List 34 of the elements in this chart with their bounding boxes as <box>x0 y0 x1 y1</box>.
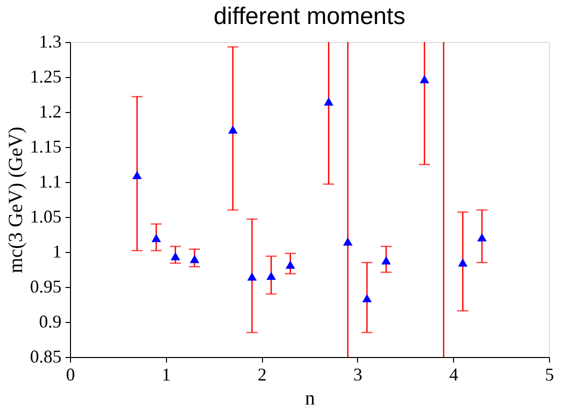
point <box>266 272 276 280</box>
y-tick-label: 0.85 <box>30 346 62 366</box>
point <box>286 260 296 269</box>
point <box>477 233 487 242</box>
y-tick-label: 1.1 <box>39 172 62 192</box>
x-axis-title: n <box>305 388 315 410</box>
point <box>324 97 334 106</box>
point <box>343 237 353 246</box>
point <box>151 234 161 242</box>
point <box>228 125 238 134</box>
y-tick-label: 0.95 <box>30 276 62 296</box>
point <box>247 272 257 281</box>
y-tick-label: 0.9 <box>39 312 62 332</box>
point <box>458 258 468 267</box>
point <box>362 294 372 302</box>
y-tick-label: 1 <box>52 242 62 262</box>
y-tick-label: 1.25 <box>30 66 62 86</box>
y-axis-title: mc(3 GeV) (GeV) <box>5 126 27 274</box>
point <box>420 74 430 84</box>
x-tick-label: 3 <box>353 364 362 384</box>
point <box>132 170 142 180</box>
x-tick-label: 1 <box>162 364 171 384</box>
x-tick-label: 2 <box>258 364 267 384</box>
y-tick-label: 1.2 <box>39 102 62 122</box>
point <box>381 256 391 265</box>
y-tick-label: 1.05 <box>30 206 62 226</box>
point <box>190 254 200 264</box>
y-tick-label: 1.15 <box>30 136 62 156</box>
y-tick-label: 1.3 <box>39 32 62 52</box>
point <box>170 252 180 260</box>
x-tick-label: 4 <box>449 364 458 384</box>
x-tick-label: 5 <box>545 364 554 384</box>
x-tick-label: 0 <box>66 364 75 384</box>
chart-title: different moments <box>214 3 406 30</box>
